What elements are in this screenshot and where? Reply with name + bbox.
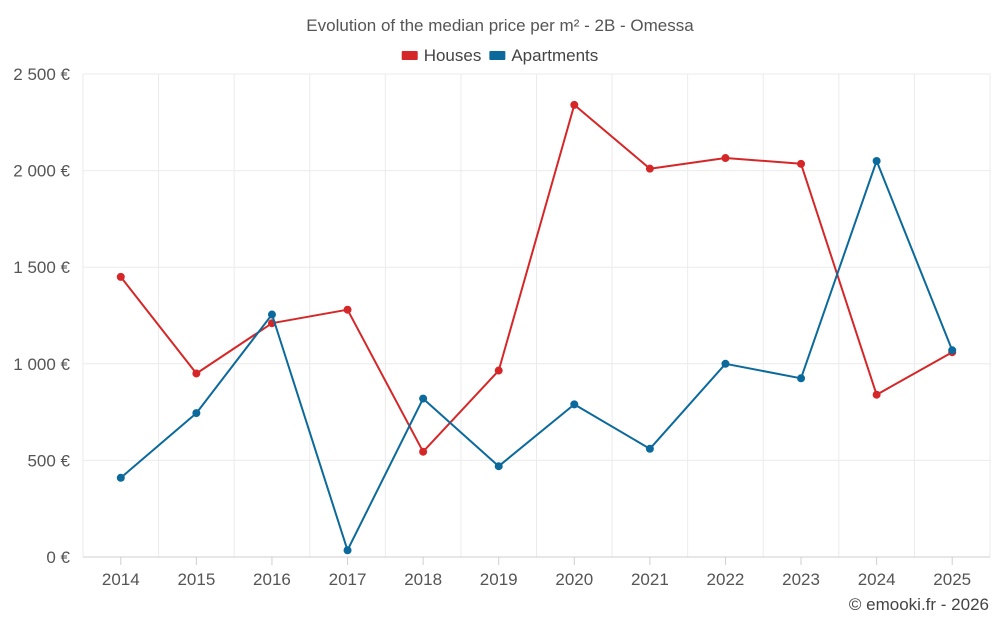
y-tick-label: 1 000 € (13, 355, 70, 374)
data-point-apartments-2021[interactable] (645, 444, 654, 453)
data-point-houses-2014[interactable] (116, 272, 125, 281)
data-point-apartments-2022[interactable] (721, 359, 730, 368)
x-tick-label: 2016 (253, 570, 291, 589)
data-point-apartments-2024[interactable] (872, 156, 881, 165)
legend: Houses Apartments (401, 46, 598, 65)
legend-item-apartments[interactable]: Apartments (489, 46, 598, 65)
x-tick-label: 2023 (782, 570, 820, 589)
data-point-apartments-2018[interactable] (419, 394, 428, 403)
data-point-houses-2019[interactable] (494, 366, 503, 375)
y-tick-label: 0 € (46, 548, 70, 567)
series-layer (116, 100, 957, 555)
x-tick-label: 2014 (102, 570, 140, 589)
x-tick-label: 2019 (480, 570, 518, 589)
y-tick-label: 2 000 € (13, 162, 70, 181)
data-point-apartments-2017[interactable] (343, 546, 352, 555)
legend-swatch (401, 51, 418, 60)
data-point-houses-2018[interactable] (419, 447, 428, 456)
data-point-apartments-2023[interactable] (797, 374, 806, 383)
data-point-apartments-2014[interactable] (116, 473, 125, 482)
data-point-apartments-2019[interactable] (494, 462, 503, 471)
series-apartments (116, 156, 957, 555)
x-tick-label: 2024 (858, 570, 896, 589)
grid (82, 73, 991, 557)
x-tick-label: 2022 (707, 570, 745, 589)
y-tick-label: 1 500 € (13, 258, 70, 277)
axes: 0 € 500 € 1 000 € 1 500 € 2 000 € 2 500 € 2014… (13, 65, 990, 589)
x-tick-label: 2015 (177, 570, 215, 589)
data-point-houses-2021[interactable] (645, 164, 654, 173)
x-tick-label: 2017 (329, 570, 367, 589)
data-point-houses-2023[interactable] (797, 159, 806, 168)
y-tick-label: 500 € (27, 451, 70, 470)
data-point-houses-2024[interactable] (872, 390, 881, 399)
x-tick-label: 2020 (555, 570, 593, 589)
legend-label: Apartments (511, 46, 598, 65)
x-tick-label: 2025 (933, 570, 971, 589)
credit-text: © emooki.fr - 2026 (849, 595, 989, 614)
data-point-houses-2015[interactable] (192, 369, 201, 378)
legend-label: Houses (424, 46, 482, 65)
chart-title: Evolution of the median price per m² - 2… (306, 16, 694, 35)
y-tick-label: 2 500 € (13, 65, 70, 84)
data-point-houses-2020[interactable] (570, 100, 579, 109)
x-tick-label: 2018 (404, 570, 442, 589)
legend-swatch (489, 51, 506, 60)
x-tick-label: 2021 (631, 570, 669, 589)
data-point-houses-2017[interactable] (343, 305, 352, 314)
data-point-apartments-2015[interactable] (192, 409, 201, 418)
data-point-apartments-2020[interactable] (570, 400, 579, 409)
data-point-houses-2022[interactable] (721, 154, 730, 163)
data-point-apartments-2025[interactable] (948, 346, 957, 355)
legend-item-houses[interactable]: Houses (401, 46, 482, 65)
series-line-apartments (120, 159, 954, 552)
data-point-apartments-2016[interactable] (267, 310, 276, 319)
